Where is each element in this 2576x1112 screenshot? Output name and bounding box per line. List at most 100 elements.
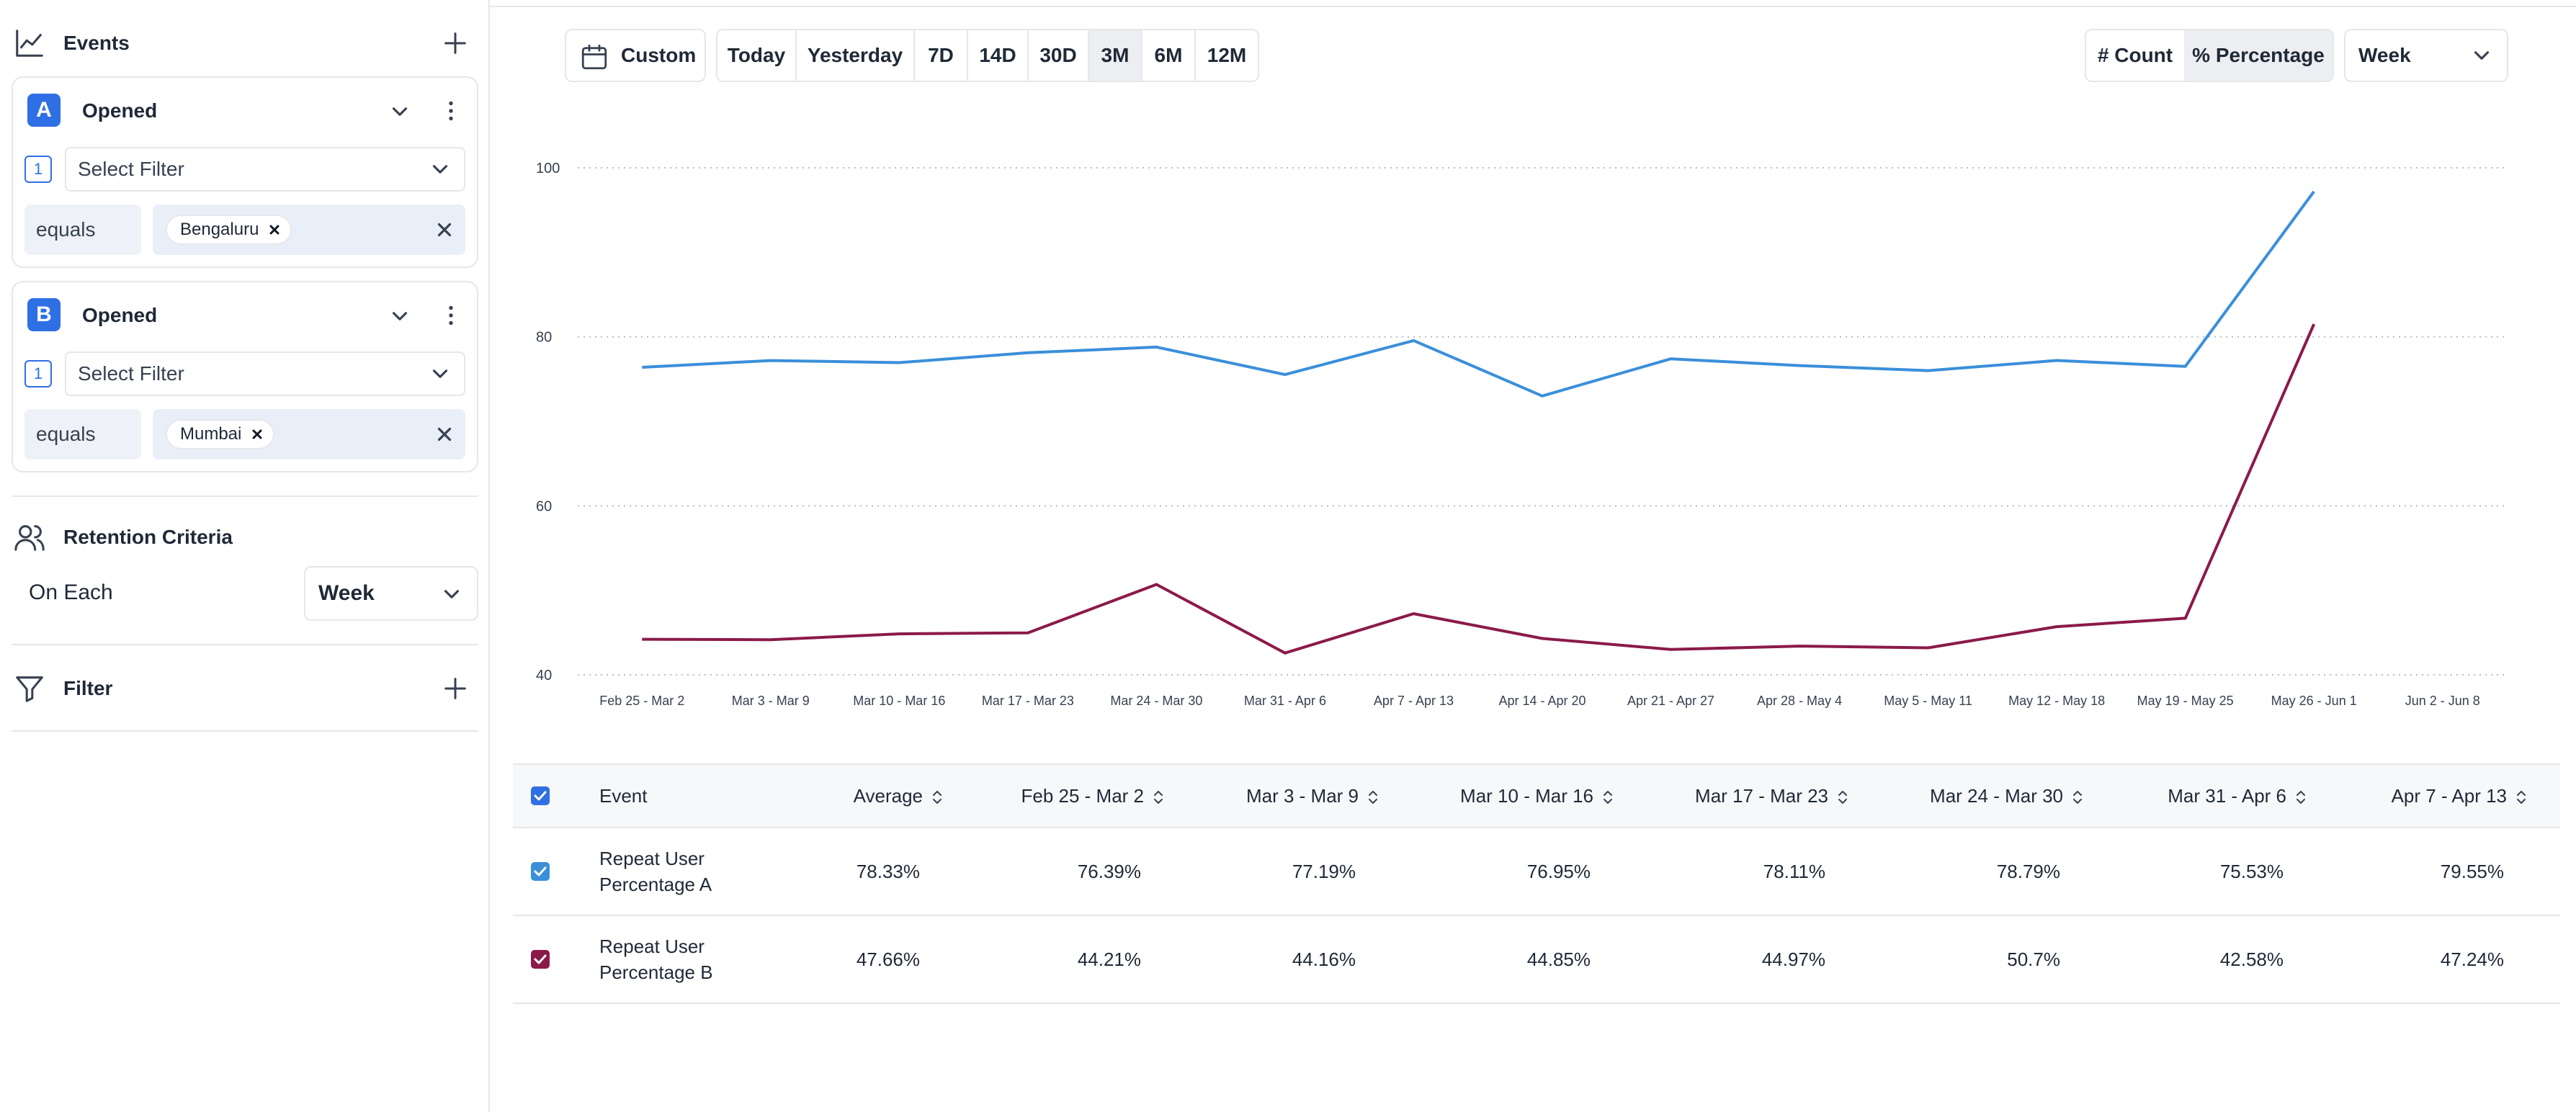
period-select[interactable]: Week <box>2344 29 2508 82</box>
data-point[interactable] <box>1926 645 1931 650</box>
range-3m-button[interactable]: 3M <box>1089 30 1142 81</box>
column-header-mar-3-mar-9[interactable]: Mar 3 - Mar 9 <box>1246 765 1380 827</box>
add-filter-icon[interactable] <box>441 674 470 703</box>
data-point[interactable] <box>1669 647 1673 652</box>
row-checkbox[interactable] <box>530 828 550 915</box>
data-point[interactable] <box>1411 338 1416 343</box>
y-tick-label: 80 <box>536 330 552 346</box>
event-name[interactable]: Opened <box>82 304 158 326</box>
data-point[interactable] <box>1540 394 1544 398</box>
data-point[interactable] <box>1797 364 1802 368</box>
more-options-icon[interactable] <box>438 302 464 328</box>
event-badge: B <box>27 298 61 331</box>
data-point[interactable] <box>2054 624 2059 629</box>
data-point[interactable] <box>2183 364 2188 369</box>
data-point[interactable] <box>1411 611 1416 616</box>
count-mode-button[interactable]: # Count <box>2097 44 2173 66</box>
data-point[interactable] <box>769 359 773 363</box>
sort-icon[interactable] <box>2514 788 2528 804</box>
value-cell: 78.11% <box>1763 860 1825 882</box>
operator-select[interactable]: equals <box>24 409 141 459</box>
value-input[interactable]: Bengaluru <box>153 205 465 255</box>
series-line-a[interactable] <box>642 190 2315 398</box>
data-point[interactable] <box>2312 322 2316 326</box>
add-event-icon[interactable] <box>441 29 470 58</box>
x-tick-label: Feb 25 - Mar 2 <box>599 694 684 708</box>
chevron-down-icon <box>2474 51 2490 60</box>
x-tick-label: Apr 14 - Apr 20 <box>1498 694 1586 708</box>
value-input[interactable]: Mumbai <box>153 409 465 459</box>
select-all-checkbox[interactable] <box>530 765 550 827</box>
range-7d-button[interactable]: 7D <box>915 30 968 81</box>
retention-section-header: Retention Criteria <box>0 508 490 566</box>
chevron-down-icon[interactable] <box>388 304 412 328</box>
value-tag-label: Bengaluru <box>180 220 259 239</box>
column-header-mar-10-mar-16[interactable]: Mar 10 - Mar 16 <box>1460 765 1615 827</box>
data-point[interactable] <box>1540 637 1544 641</box>
sidebar: Events A Opened 1 Select Filter equals B… <box>0 0 490 1112</box>
value-cell: 77.19% <box>1292 860 1356 882</box>
value-cell: 42.58% <box>2219 948 2284 970</box>
data-point[interactable] <box>1926 369 1931 373</box>
remove-tag-icon[interactable] <box>250 427 264 441</box>
column-header-mar-24-mar-30[interactable]: Mar 24 - Mar 30 <box>1930 765 2085 827</box>
select-filter-dropdown[interactable]: Select Filter <box>65 351 465 396</box>
custom-range-button[interactable]: Custom <box>565 29 706 82</box>
percentage-mode-button[interactable]: % Percentage <box>2184 30 2333 81</box>
sort-icon[interactable] <box>2294 788 2308 804</box>
data-point[interactable] <box>640 365 644 369</box>
data-point[interactable] <box>897 632 901 636</box>
chevron-down-icon[interactable] <box>388 99 412 124</box>
data-point[interactable] <box>1283 651 1287 655</box>
remove-tag-icon[interactable] <box>267 223 282 237</box>
data-point[interactable] <box>1154 345 1158 349</box>
clear-value-icon[interactable] <box>434 219 455 241</box>
event-column-header: Event <box>599 784 648 807</box>
column-header-mar-17-mar-23[interactable]: Mar 17 - Mar 23 <box>1695 765 1850 827</box>
sort-icon[interactable] <box>1601 788 1615 804</box>
column-header-average[interactable]: Average <box>854 765 944 827</box>
column-header-mar-31-apr-6[interactable]: Mar 31 - Apr 6 <box>2168 765 2308 827</box>
data-point[interactable] <box>1283 372 1287 377</box>
data-point[interactable] <box>2054 359 2059 363</box>
column-header-feb-25-mar-2[interactable]: Feb 25 - Mar 2 <box>1021 765 1166 827</box>
clear-value-icon[interactable] <box>434 423 455 445</box>
column-header-apr-7-apr-13[interactable]: Apr 7 - Apr 13 <box>2392 765 2528 827</box>
data-point[interactable] <box>1026 351 1030 355</box>
range-14d-button[interactable]: 14D <box>968 30 1029 81</box>
x-tick-label: Mar 24 - Mar 30 <box>1110 694 1202 708</box>
display-mode-group: # Count % Percentage <box>2085 29 2334 82</box>
series-line-b[interactable] <box>642 323 2316 655</box>
range-12m-button[interactable]: 12M <box>1207 44 1247 66</box>
data-point[interactable] <box>640 637 644 642</box>
sort-icon[interactable] <box>2070 788 2085 804</box>
more-options-icon[interactable] <box>438 98 464 124</box>
data-point[interactable] <box>2183 616 2188 620</box>
data-point[interactable] <box>1026 631 1030 635</box>
select-filter-dropdown[interactable]: Select Filter <box>65 147 465 192</box>
sort-icon[interactable] <box>1151 788 1166 804</box>
x-tick-label: Jun 2 - Jun 8 <box>2405 694 2480 708</box>
range-6m-button[interactable]: 6M <box>1142 30 1196 81</box>
data-point[interactable] <box>897 360 901 364</box>
top-border <box>490 0 2576 7</box>
range-yesterday-button[interactable]: Yesterday <box>797 30 915 81</box>
y-tick-label: 40 <box>536 668 552 683</box>
event-name[interactable]: Opened <box>82 99 158 122</box>
data-point[interactable] <box>2312 189 2316 194</box>
operator-select[interactable]: equals <box>24 205 141 255</box>
sort-icon[interactable] <box>930 788 944 804</box>
data-point[interactable] <box>1154 582 1158 586</box>
range-30d-button[interactable]: 30D <box>1029 30 1089 81</box>
data-point[interactable] <box>769 637 773 642</box>
range-today-button[interactable]: Today <box>717 30 797 81</box>
data-point[interactable] <box>1669 357 1673 361</box>
data-point[interactable] <box>1797 644 1802 648</box>
event-card-a: A Opened 1 Select Filter equals Bengalur… <box>12 76 478 268</box>
retention-period-select[interactable]: Week <box>304 566 478 621</box>
select-filter-label: Select Filter <box>78 362 184 385</box>
sort-icon[interactable] <box>1835 788 1850 804</box>
column-header-label: Mar 31 - Apr 6 <box>2168 784 2286 807</box>
sort-icon[interactable] <box>1366 788 1380 804</box>
row-checkbox[interactable] <box>530 916 550 1003</box>
